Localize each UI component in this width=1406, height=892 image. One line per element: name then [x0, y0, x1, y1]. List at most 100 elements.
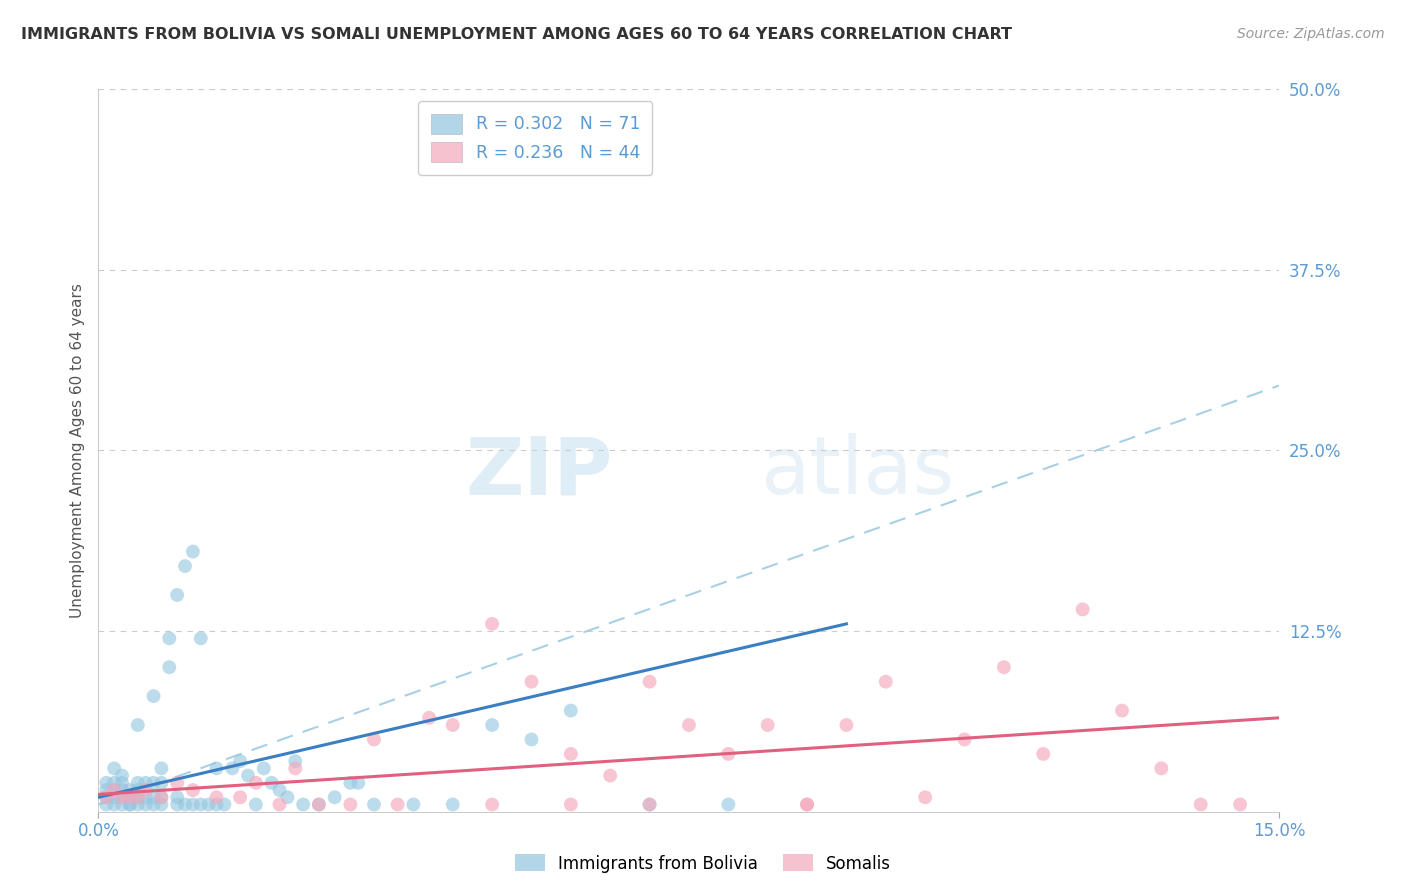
Point [157, 632, 180, 646]
Point [914, 790, 936, 805]
Point [245, 797, 267, 812]
Point [1229, 797, 1251, 812]
Point [150, 790, 173, 805]
Text: Source: ZipAtlas.com: Source: ZipAtlas.com [1237, 27, 1385, 41]
Point [560, 747, 582, 761]
Point [560, 797, 582, 812]
Point [835, 718, 858, 732]
Point [142, 797, 165, 812]
Point [103, 797, 125, 812]
Point [560, 704, 582, 718]
Point [253, 761, 276, 775]
Point [111, 797, 134, 812]
Point [284, 761, 307, 775]
Point [245, 776, 267, 790]
Point [387, 797, 409, 812]
Point [96, 783, 118, 797]
Point [135, 797, 157, 812]
Point [638, 797, 661, 812]
Point [1071, 602, 1094, 616]
Point [229, 790, 252, 805]
Point [308, 797, 330, 812]
Point [993, 660, 1015, 674]
Point [1189, 797, 1212, 812]
Point [276, 790, 298, 805]
Point [103, 776, 125, 790]
Point [96, 790, 118, 805]
Point [142, 689, 165, 703]
Point [269, 797, 291, 812]
Point [166, 790, 188, 805]
Point [96, 790, 118, 805]
Point [269, 783, 291, 797]
Point [181, 544, 204, 558]
Point [118, 790, 141, 805]
Point [796, 797, 818, 812]
Point [174, 559, 197, 574]
Point [418, 711, 440, 725]
Point [1032, 747, 1054, 761]
Point [236, 769, 259, 783]
Point [441, 797, 464, 812]
Point [103, 761, 125, 775]
Point [103, 783, 125, 797]
Point [363, 797, 385, 812]
Point [111, 783, 134, 797]
Point [118, 783, 141, 797]
Point [190, 632, 212, 646]
Point [214, 797, 236, 812]
Text: atlas: atlas [759, 434, 955, 511]
Point [205, 761, 228, 775]
Point [756, 718, 779, 732]
Point [323, 790, 346, 805]
Point [135, 776, 157, 790]
Point [197, 797, 219, 812]
Point [111, 776, 134, 790]
Point [111, 790, 134, 805]
Point [96, 776, 118, 790]
Point [1150, 761, 1173, 775]
Text: ZIP: ZIP [465, 434, 612, 511]
Point [638, 797, 661, 812]
Point [127, 797, 149, 812]
Point [599, 769, 621, 783]
Point [402, 797, 425, 812]
Point [111, 790, 134, 805]
Point [308, 797, 330, 812]
Point [190, 797, 212, 812]
Point [229, 754, 252, 768]
Point [1111, 704, 1133, 718]
Point [181, 797, 204, 812]
Point [339, 776, 361, 790]
Legend: Immigrants from Bolivia, Somalis: Immigrants from Bolivia, Somalis [508, 847, 898, 880]
Point [363, 732, 385, 747]
Point [103, 790, 125, 805]
Point [953, 732, 976, 747]
Point [127, 790, 149, 805]
Point [166, 588, 188, 602]
Point [118, 797, 141, 812]
Point [205, 790, 228, 805]
Point [174, 797, 197, 812]
Point [205, 797, 228, 812]
Point [111, 769, 134, 783]
Point [717, 797, 740, 812]
Point [347, 776, 370, 790]
Point [96, 797, 118, 812]
Point [520, 732, 543, 747]
Point [678, 718, 700, 732]
Point [135, 783, 157, 797]
Point [142, 776, 165, 790]
Point [520, 674, 543, 689]
Point [157, 660, 180, 674]
Point [441, 718, 464, 732]
Point [166, 797, 188, 812]
Point [127, 776, 149, 790]
Point [150, 776, 173, 790]
Point [284, 754, 307, 768]
Point [481, 797, 503, 812]
Point [875, 674, 897, 689]
Text: IMMIGRANTS FROM BOLIVIA VS SOMALI UNEMPLOYMENT AMONG AGES 60 TO 64 YEARS CORRELA: IMMIGRANTS FROM BOLIVIA VS SOMALI UNEMPL… [21, 27, 1012, 42]
Y-axis label: Unemployment Among Ages 60 to 64 years: Unemployment Among Ages 60 to 64 years [69, 283, 84, 618]
Point [150, 797, 173, 812]
